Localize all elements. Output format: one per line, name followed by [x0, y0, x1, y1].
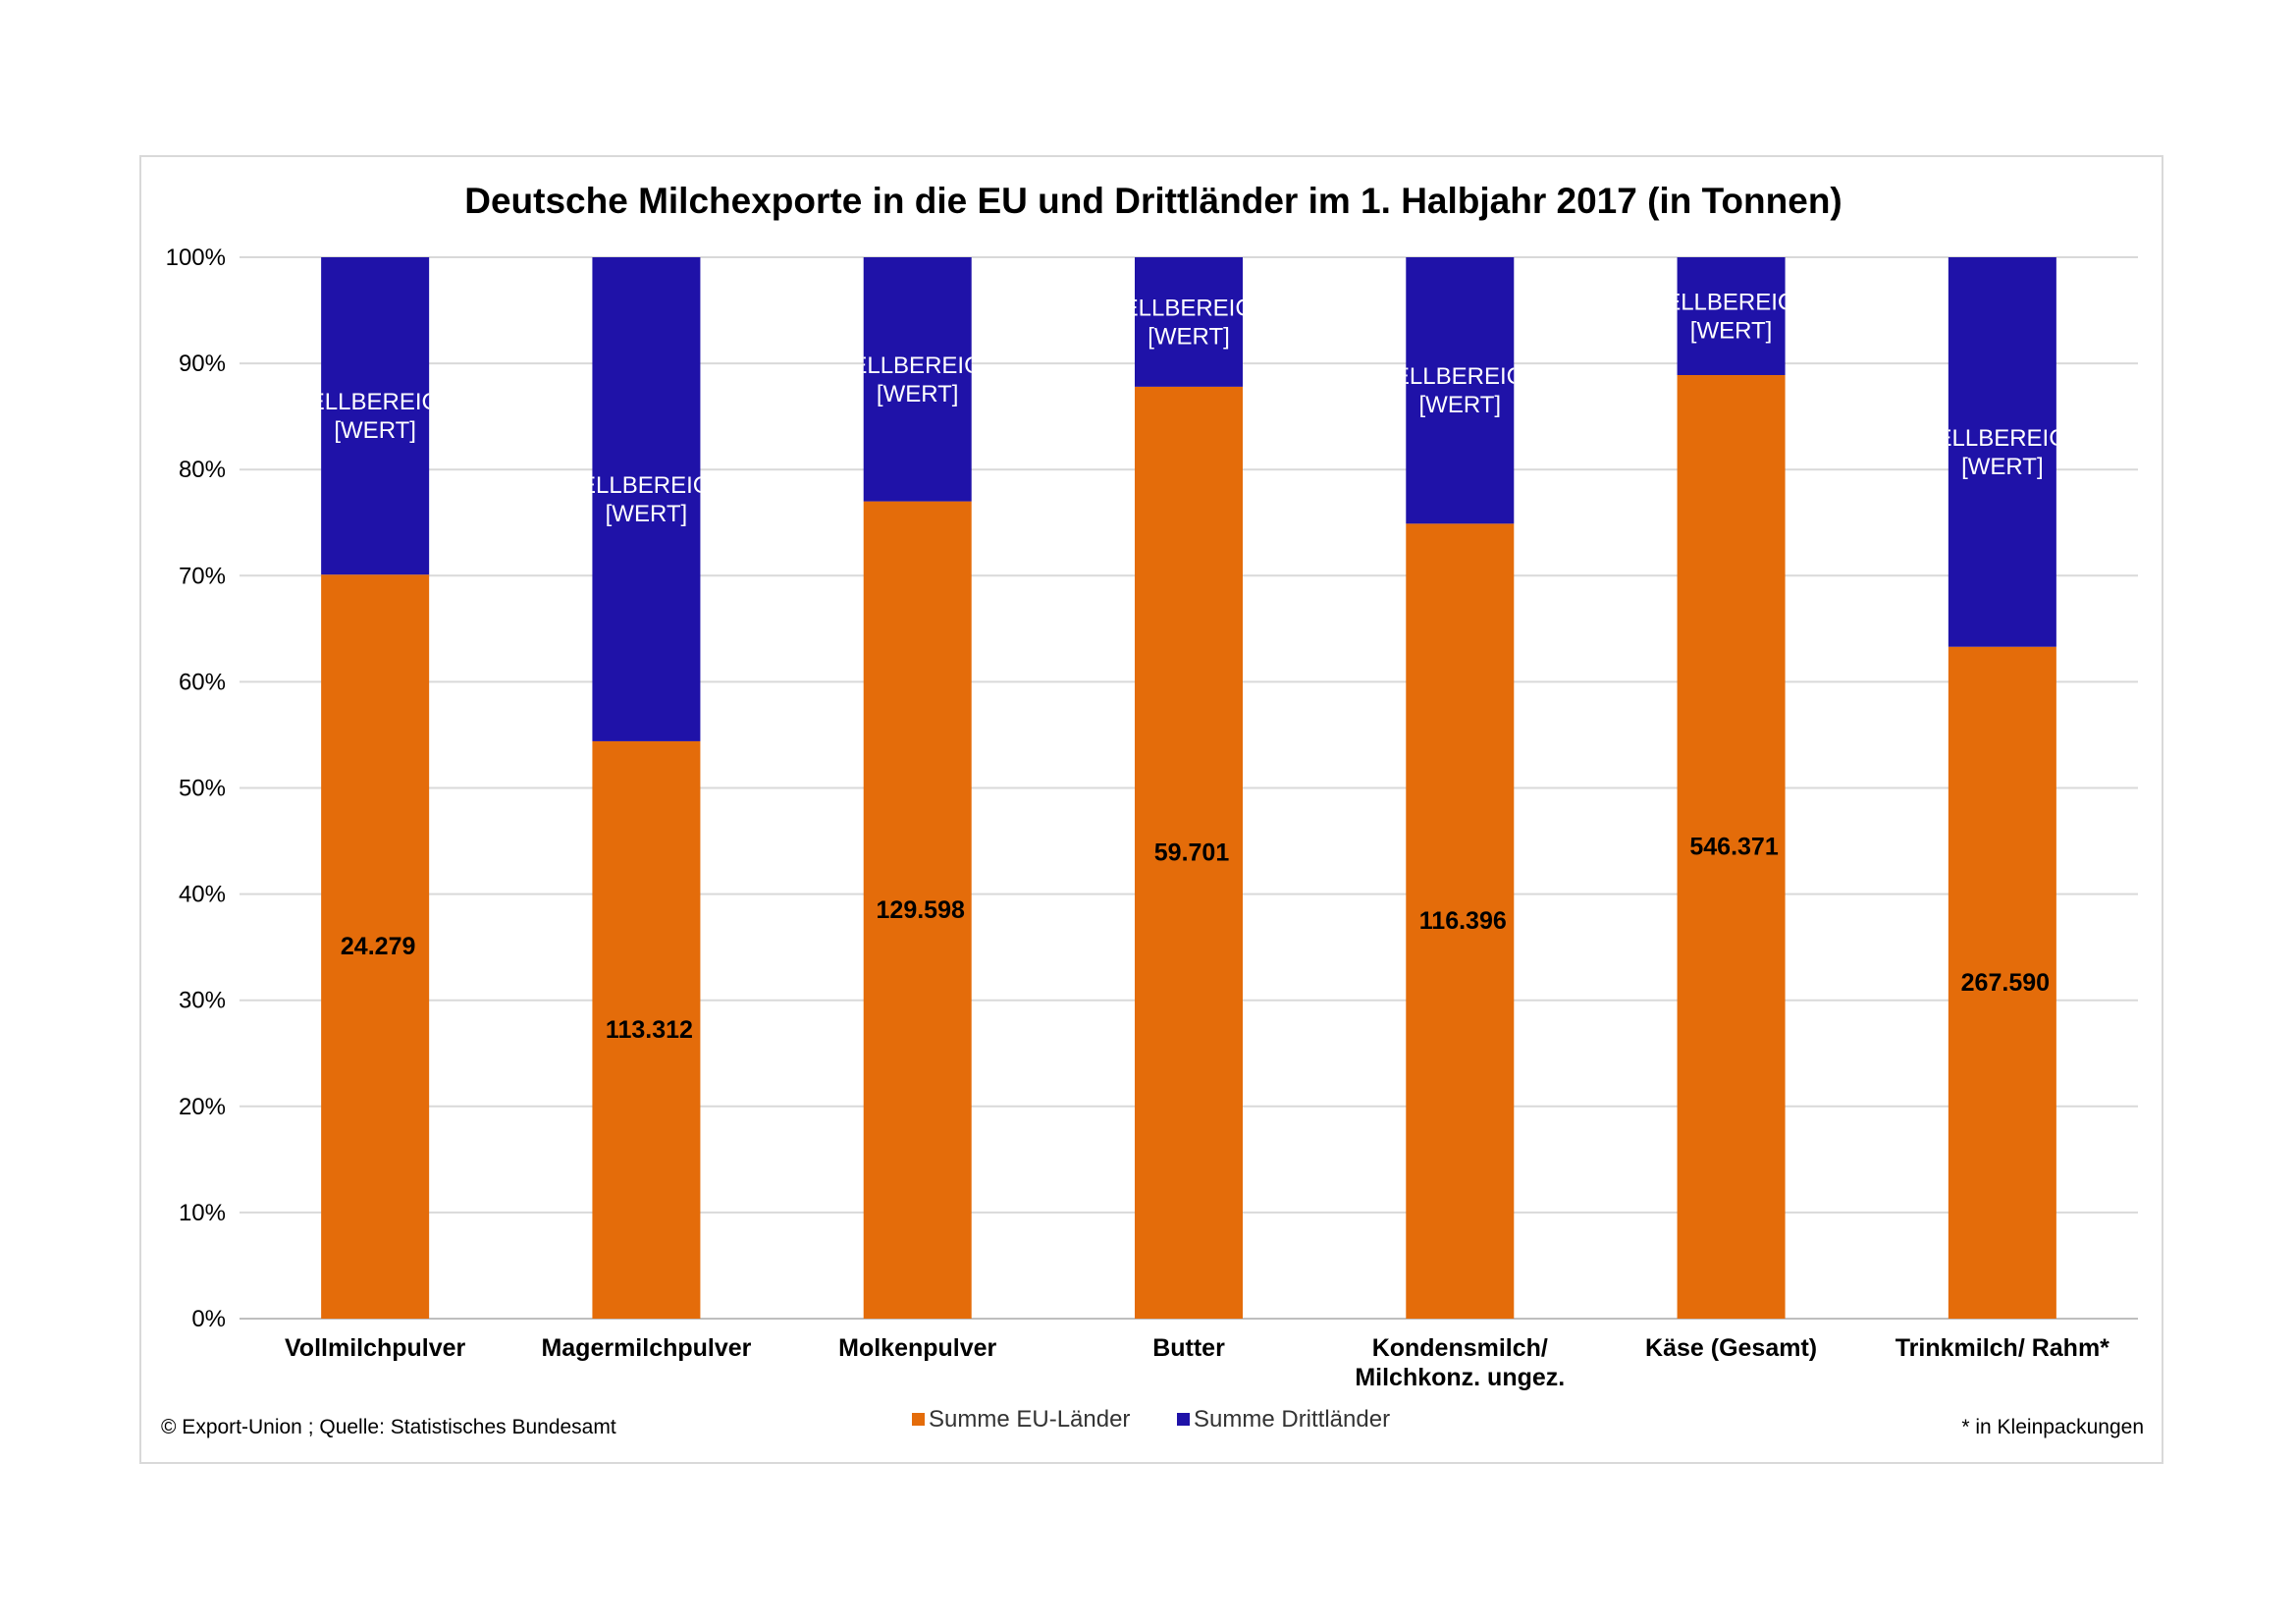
value-label-drittlaender-group: [ZELLBEREICH][WERT] — [1644, 289, 1818, 344]
bar-eu — [592, 740, 701, 1319]
y-tick-label: 20% — [179, 1094, 226, 1120]
chart-svg: Deutsche Milchexporte in die EU und Drit… — [161, 181, 2144, 1438]
category-label: Butter — [1152, 1334, 1225, 1362]
bar-drittlaender — [863, 257, 972, 502]
bar-eu — [1948, 646, 2056, 1319]
value-label-drittlaender-group: [ZELLBEREICH][WERT] — [1915, 425, 2089, 480]
category-label: Milchkonz. ungez. — [1355, 1364, 1565, 1391]
legend-label: Summe Drittländer — [1194, 1406, 1390, 1433]
bar-drittlaender — [1948, 257, 2056, 647]
y-tick-label: 100% — [166, 244, 226, 271]
bar-eu — [1406, 523, 1515, 1319]
value-label-drittlaender: [ZELLBEREICH] — [1644, 289, 1818, 315]
category-label: Käse (Gesamt) — [1645, 1334, 1817, 1362]
value-label-drittlaender: [ZELLBEREICH] — [288, 389, 461, 415]
value-label-eu: 546.371 — [1689, 833, 1778, 860]
value-label-drittlaender: [ZELLBEREICH] — [1101, 295, 1275, 321]
y-tick-label: 60% — [179, 669, 226, 695]
value-label-drittlaender: [ZELLBEREICH] — [1373, 363, 1547, 390]
y-tick-label: 70% — [179, 563, 226, 589]
category-label: Vollmilchpulver — [285, 1334, 466, 1362]
value-label-eu: 24.279 — [341, 933, 415, 960]
y-tick-label: 10% — [179, 1200, 226, 1226]
bar-eu — [1135, 386, 1243, 1319]
value-label-eu: 113.312 — [606, 1016, 693, 1044]
value-label-eu: 59.701 — [1154, 839, 1230, 866]
value-label-drittlaender-group: [ZELLBEREICH][WERT] — [288, 389, 461, 444]
category-label: Kondensmilch/ — [1372, 1334, 1548, 1362]
value-label-drittlaender: [ZELLBEREICH] — [560, 472, 733, 499]
chart-frame: Deutsche Milchexporte in die EU und Drit… — [139, 155, 2163, 1464]
footnote: * in Kleinpackungen — [1961, 1416, 2144, 1438]
bar-eu — [863, 501, 972, 1319]
bar-drittlaender — [1406, 257, 1515, 524]
bar-drittlaender — [592, 257, 701, 741]
legend-label: Summe EU-Länder — [929, 1406, 1130, 1433]
y-tick-label: 40% — [179, 882, 226, 908]
value-label-eu: 129.598 — [877, 896, 965, 924]
y-axis-ticks: 0% 10% 20% 30% 40% 50% 60% 70% 80% 90% 100% — [166, 244, 226, 1332]
value-label-eu: 116.396 — [1419, 907, 1507, 935]
value-label-eu: 267.590 — [1961, 969, 2050, 997]
value-label-drittlaender: [ZELLBEREICH] — [830, 352, 1004, 379]
bar-drittlaender — [1135, 257, 1243, 387]
value-label-drittlaender-group: [ZELLBEREICH][WERT] — [560, 472, 733, 527]
bar-eu — [321, 574, 430, 1319]
bar-drittlaender — [1677, 257, 1786, 375]
value-label-drittlaender-group: [ZELLBEREICH][WERT] — [1101, 295, 1275, 350]
value-label-drittlaender: [WERT] — [1419, 392, 1502, 418]
source-note: © Export-Union ; Quelle: Statistisches B… — [161, 1416, 616, 1438]
value-label-drittlaender-group: [ZELLBEREICH][WERT] — [1373, 363, 1547, 418]
value-label-drittlaender: [WERT] — [606, 501, 688, 527]
category-label: Magermilchpulver — [541, 1334, 751, 1362]
y-tick-label: 50% — [179, 776, 226, 802]
y-tick-label: 30% — [179, 988, 226, 1014]
y-tick-label: 80% — [179, 457, 226, 483]
value-label-drittlaender-group: [ZELLBEREICH][WERT] — [830, 352, 1004, 407]
legend-swatch — [912, 1413, 925, 1426]
value-label-drittlaender: [WERT] — [334, 417, 416, 444]
category-label: Trinkmilch/ Rahm* — [1896, 1334, 2109, 1362]
value-label-drittlaender: [WERT] — [1961, 454, 2044, 480]
value-label-drittlaender: [WERT] — [1690, 317, 1773, 344]
category-label: Molkenpulver — [838, 1334, 996, 1362]
legend: Summe EU-Länder Summe Drittländer — [912, 1406, 1390, 1433]
value-label-drittlaender: [WERT] — [877, 381, 959, 407]
y-tick-label: 90% — [179, 351, 226, 377]
value-label-drittlaender: [ZELLBEREICH] — [1915, 425, 2089, 452]
y-tick-label: 0% — [191, 1306, 226, 1332]
bars: 24.279[ZELLBEREICH][WERT]113.312[ZELLBER… — [288, 257, 2089, 1320]
bar-eu — [1677, 374, 1786, 1320]
value-label-drittlaender: [WERT] — [1148, 323, 1230, 350]
category-labels: Vollmilchpulver Magermilchpulver Molkenpul… — [285, 1334, 2109, 1391]
chart-title: Deutsche Milchexporte in die EU und Drit… — [464, 181, 1842, 221]
legend-swatch — [1177, 1413, 1190, 1426]
bar-drittlaender — [321, 257, 430, 575]
